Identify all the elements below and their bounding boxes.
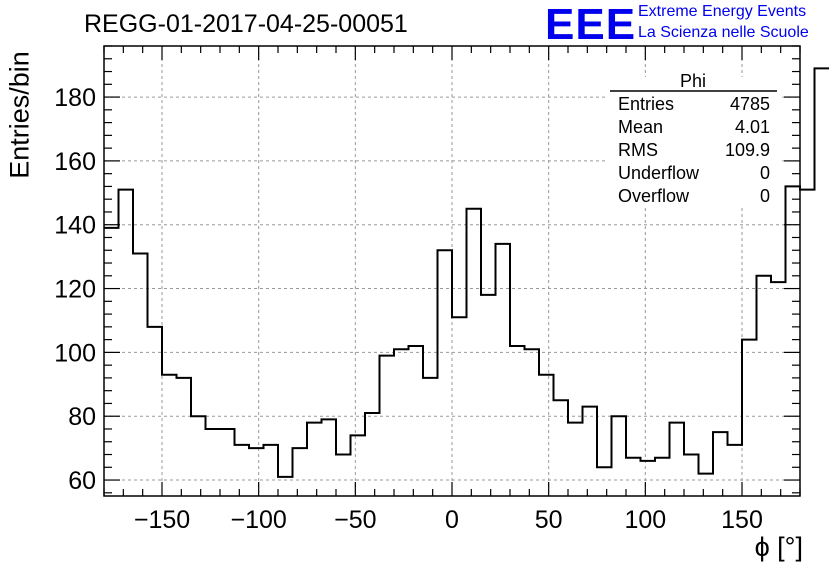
y-tick-label: 100 — [54, 339, 96, 367]
stats-box: Phi Entries 4785 Mean 4.01 RMS 109.9 Underflow 0… — [606, 71, 780, 207]
histogram-bin — [626, 458, 641, 496]
histogram-bin — [670, 423, 685, 496]
x-tick-label: −100 — [231, 506, 287, 534]
stats-row-label: Overflow — [618, 186, 690, 206]
histogram-bin — [235, 445, 250, 496]
histogram-bin — [496, 244, 511, 496]
stats-row-label: Underflow — [618, 163, 700, 183]
histogram-bin — [771, 282, 786, 496]
histogram-outline — [104, 67, 829, 478]
x-tick-label: 150 — [721, 506, 763, 534]
x-tick-label: 100 — [624, 506, 666, 534]
histogram-bin — [699, 474, 714, 496]
histogram-bin — [380, 356, 395, 496]
histogram-bin — [597, 467, 612, 496]
y-tick-label: 60 — [68, 467, 96, 495]
tick-labels: −150 −100 −50 0 50 100 150 60 80 100 120 140 160 180 — [54, 84, 763, 534]
histogram-bin — [278, 477, 293, 496]
x-axis-label: ϕ [°] — [754, 532, 803, 562]
y-tick-label: 160 — [54, 148, 96, 176]
histogram-bin — [612, 416, 627, 496]
x-tick-label: −150 — [134, 506, 190, 534]
histogram-bin — [757, 276, 772, 496]
histogram-bin — [525, 349, 540, 496]
histogram-bin — [133, 253, 148, 496]
stats-row-value: 4.01 — [735, 117, 770, 137]
histogram-bin — [104, 228, 119, 496]
histogram-bin — [728, 445, 743, 496]
histogram-bin — [293, 448, 308, 496]
histogram-bin — [786, 186, 801, 496]
stats-row-label: Entries — [618, 94, 674, 114]
y-tick-label: 120 — [54, 276, 96, 304]
y-tick-label: 180 — [54, 84, 96, 112]
histogram-bin — [191, 416, 206, 496]
stats-row-label: Mean — [618, 117, 663, 137]
histogram-bin — [568, 423, 583, 496]
histogram-bin — [713, 432, 728, 496]
stats-row-value: 0 — [760, 186, 770, 206]
histogram-bin — [409, 346, 424, 496]
histogram-bin — [800, 190, 815, 496]
histogram-bin — [336, 455, 351, 496]
histogram-bin — [394, 349, 409, 496]
histogram-bin — [481, 295, 496, 496]
histogram-bin — [655, 458, 670, 496]
histogram-bin — [510, 346, 525, 496]
histogram-bin — [162, 375, 177, 496]
stats-row-value: 109.9 — [725, 140, 770, 160]
histogram-bin — [365, 413, 380, 496]
logo-line-2: La Scienza nelle Scuole — [638, 24, 809, 41]
histogram-bin — [742, 340, 757, 496]
histogram-bin — [539, 375, 554, 496]
stats-box-bg — [606, 77, 780, 207]
y-axis-label: Entries/bin — [4, 51, 35, 179]
histogram-bin — [815, 68, 830, 496]
histogram-bin — [249, 448, 264, 496]
histogram-bin — [438, 250, 453, 496]
histogram-series — [104, 67, 830, 496]
stats-title: Phi — [680, 71, 706, 91]
histogram-bin — [148, 327, 163, 496]
histogram-bin — [423, 378, 438, 496]
x-tick-label: −50 — [334, 506, 376, 534]
stats-row-value: 4785 — [730, 94, 770, 114]
histogram-bin — [641, 461, 656, 496]
eee-logo: EEE — [545, 0, 637, 49]
x-tick-label: 0 — [445, 506, 459, 534]
histogram-bin — [322, 419, 337, 496]
chart-title: REGG-01-2017-04-25-00051 — [84, 10, 408, 38]
histogram-bin — [177, 378, 192, 496]
histogram-bin — [119, 190, 134, 496]
histogram-bin — [206, 429, 221, 496]
stats-row-label: RMS — [618, 140, 658, 160]
histogram-bin — [684, 455, 699, 496]
stats-row-value: 0 — [760, 163, 770, 183]
histogram-bin — [467, 209, 482, 496]
histogram-bin — [583, 407, 598, 496]
histogram-bin — [554, 400, 569, 496]
histogram-bin — [220, 429, 235, 496]
histogram-bin — [307, 423, 322, 496]
axis-ticks — [103, 45, 801, 496]
y-tick-label: 80 — [68, 403, 96, 431]
logo-line-1: Extreme Energy Events — [638, 3, 807, 20]
x-tick-label: 50 — [535, 506, 563, 534]
histogram-bin — [351, 435, 366, 496]
y-tick-label: 140 — [54, 212, 96, 240]
histogram-bin — [452, 317, 467, 496]
histogram-bin — [264, 445, 279, 496]
